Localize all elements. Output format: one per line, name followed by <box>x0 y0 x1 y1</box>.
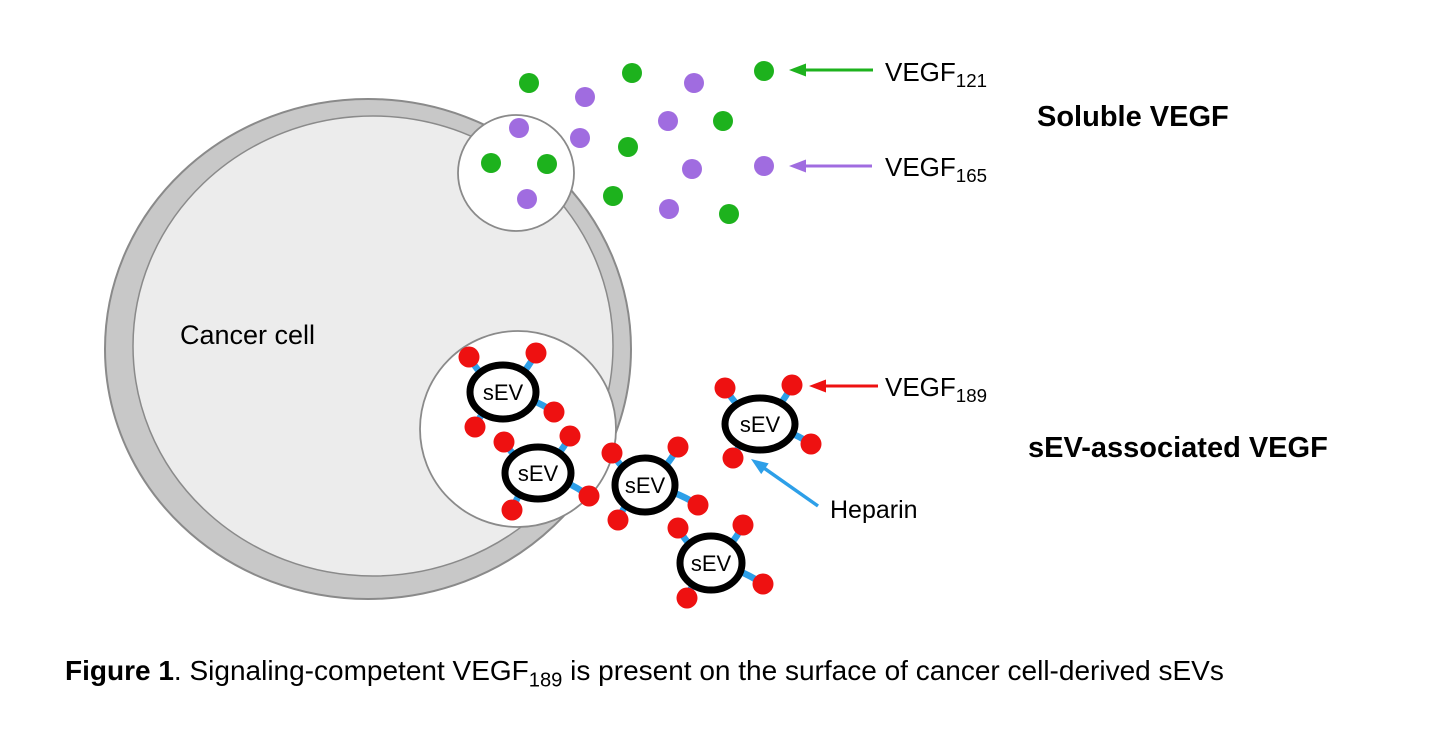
vegf189-dot <box>607 509 629 531</box>
vegf189-dot <box>501 499 523 521</box>
vegf189-dot <box>559 425 581 447</box>
vegf121-label: VEGF121 <box>885 57 987 90</box>
sev-vesicle <box>466 361 540 423</box>
soluble-vegf-title: Soluble VEGF <box>1037 101 1229 133</box>
vegf121-dot <box>603 186 623 206</box>
vegf165-label: VEGF165 <box>885 152 987 185</box>
figure-caption-number: Figure 1 <box>65 655 174 686</box>
vegf165-dot <box>682 159 702 179</box>
vegf189-dot <box>464 416 486 438</box>
vegf121-dot <box>519 73 539 93</box>
vegf165-dot <box>575 87 595 107</box>
vegf189-dot <box>781 374 803 396</box>
vegf121-dot <box>618 137 638 157</box>
vegf121-label-base: VEGF <box>885 57 956 87</box>
secretory-vesicle-top <box>457 114 575 232</box>
vegf189-dot <box>687 494 709 516</box>
vegf189-label-base: VEGF <box>885 372 956 402</box>
vegf189-dot <box>800 433 822 455</box>
vegf189-dot <box>458 346 480 368</box>
figure-caption-text2: is present on the surface of cancer cell… <box>562 655 1224 686</box>
sev-vesicle-label: sEV <box>518 461 559 486</box>
heparin-arrow <box>762 466 820 508</box>
vegf189-dot <box>493 431 515 453</box>
vegf121-dot-legend <box>754 61 774 81</box>
vegf165-arrow-head <box>789 159 806 173</box>
sev-vesicle <box>676 532 746 594</box>
vegf189-dot <box>525 342 547 364</box>
vegf189-dot <box>667 517 689 539</box>
vegf189-arrow-head <box>809 379 826 393</box>
figure-caption-sub: 189 <box>528 669 563 692</box>
heparin-arrow-head <box>751 459 769 475</box>
vegf121-dot <box>713 111 733 131</box>
vegf189-label: VEGF189 <box>885 372 987 405</box>
vegf165-dot <box>517 189 537 209</box>
heparin-label: Heparin <box>830 496 918 524</box>
vegf165-dot <box>684 73 704 93</box>
sev-vesicle <box>721 394 799 454</box>
sev-vesicle-label: sEV <box>625 473 666 498</box>
vegf165-dot <box>509 118 529 138</box>
vegf189-label-sub: 189 <box>955 385 988 407</box>
cancer-cell-label: Cancer cell <box>180 320 316 350</box>
vegf189-dot <box>578 485 600 507</box>
sev-vesicle-label: sEV <box>691 551 732 576</box>
figure-caption-text1: . Signaling-competent VEGF <box>173 655 529 686</box>
vegf189-dot <box>732 514 754 536</box>
vegf121-arrow-head <box>789 63 806 77</box>
sev-vesicle-label: sEV <box>483 380 524 405</box>
vegf189-dot <box>601 442 623 464</box>
vegf165-label-base: VEGF <box>885 152 956 182</box>
vegf121-dot <box>537 154 557 174</box>
vegf189-dot <box>543 401 565 423</box>
vegf165-label-sub: 165 <box>955 165 988 187</box>
vegf189-dot <box>722 447 744 469</box>
vegf189-dot <box>714 377 736 399</box>
sev-vesicle <box>501 443 575 503</box>
vegf121-dot <box>622 63 642 83</box>
vegf189-dot <box>676 587 698 609</box>
vegf121-dot <box>719 204 739 224</box>
vegf165-dot <box>570 128 590 148</box>
vegf121-dot <box>481 153 501 173</box>
vegf189-dot <box>667 436 689 458</box>
vegf189-dot <box>752 573 774 595</box>
vegf165-dot-legend <box>754 156 774 176</box>
vegf121-label-sub: 121 <box>955 70 988 92</box>
vegf165-dot <box>658 111 678 131</box>
figure-caption: Figure 1. Signaling-competent VEGF189 is… <box>65 655 1224 691</box>
sev-vegf-title: sEV-associated VEGF <box>1028 432 1328 464</box>
sev-vesicle-label: sEV <box>740 412 781 437</box>
sev-vesicle <box>611 454 679 516</box>
vegf165-dot <box>659 199 679 219</box>
